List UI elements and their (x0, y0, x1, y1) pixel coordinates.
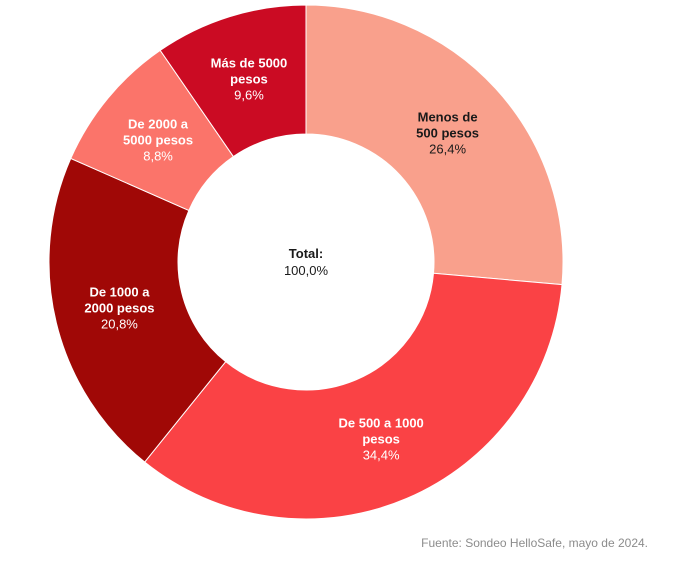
slice-value-label: 26,4% (429, 141, 466, 156)
center-label-title: Total: (289, 246, 323, 261)
slice-value-label: 8,8% (143, 149, 173, 164)
slice-label: 500 pesos (416, 125, 479, 140)
center-label-value: 100,0% (284, 263, 329, 278)
donut-slice (48, 157, 227, 463)
slice-label: 5000 pesos (123, 133, 193, 148)
slice-label: Más de 5000 (211, 56, 288, 71)
slice-label: De 500 a 1000 (338, 416, 423, 431)
donut-slices (48, 4, 564, 520)
source-note: Fuente: Sondeo HelloSafe, mayo de 2024. (421, 536, 648, 550)
donut-slice (159, 4, 307, 158)
slice-label: De 1000 a (89, 284, 150, 299)
slice-label: De 2000 a (128, 117, 189, 132)
slice-label: pesos (362, 432, 400, 447)
center-label: Total: 100,0% (284, 246, 329, 278)
slice-label: 2000 pesos (84, 300, 154, 315)
donut-slice (305, 4, 564, 286)
slice-label: pesos (230, 72, 268, 87)
slice-value-label: 20,8% (101, 316, 138, 331)
slice-value-label: 34,4% (363, 448, 400, 463)
slice-label: Menos de (418, 109, 478, 124)
donut-slice (143, 272, 563, 520)
slice-value-label: 9,6% (234, 88, 264, 103)
